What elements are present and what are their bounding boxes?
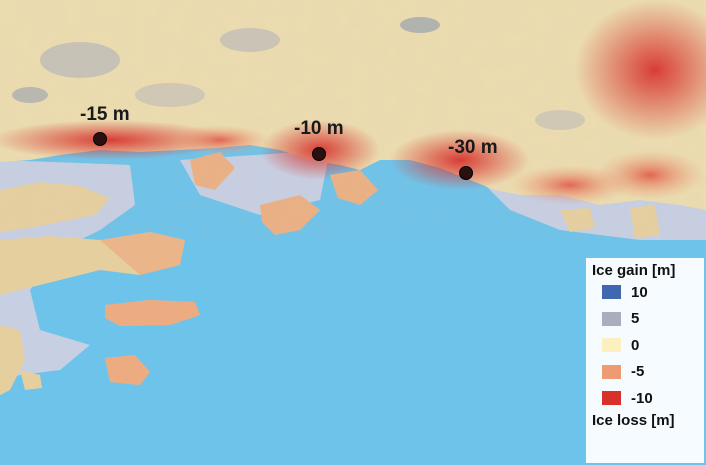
marker-label: -15 m xyxy=(80,104,130,125)
legend-swatch xyxy=(602,285,621,300)
legend-value: 0 xyxy=(631,336,640,354)
legend-bottom-title: Ice loss [m] xyxy=(592,411,675,429)
legend-swatch xyxy=(602,338,621,353)
legend-value: 5 xyxy=(631,310,640,328)
legend-item: 10 xyxy=(592,279,698,306)
legend-value: -5 xyxy=(631,363,645,381)
map-marker[interactable] xyxy=(459,166,473,180)
map-marker[interactable] xyxy=(312,147,326,161)
legend-value: -10 xyxy=(631,389,653,407)
marker-label: -30 m xyxy=(448,137,498,158)
marker-label: -10 m xyxy=(294,118,344,139)
legend-item: 5 xyxy=(592,306,698,333)
legend-item: 0 xyxy=(592,332,698,359)
legend-value: 10 xyxy=(631,283,648,301)
map-marker[interactable] xyxy=(93,132,107,146)
island xyxy=(20,370,42,390)
legend-item: -10 xyxy=(592,385,698,412)
legend-item: -5 xyxy=(592,359,698,386)
legend-swatch xyxy=(602,364,621,379)
island xyxy=(0,325,25,395)
legend-swatch xyxy=(602,311,621,326)
map-legend: Ice gain [m] 10 5 0 -5 -10 Ice loss [m] xyxy=(586,258,704,463)
legend-top-title: Ice gain [m] xyxy=(592,262,676,279)
legend-swatch xyxy=(602,391,621,406)
